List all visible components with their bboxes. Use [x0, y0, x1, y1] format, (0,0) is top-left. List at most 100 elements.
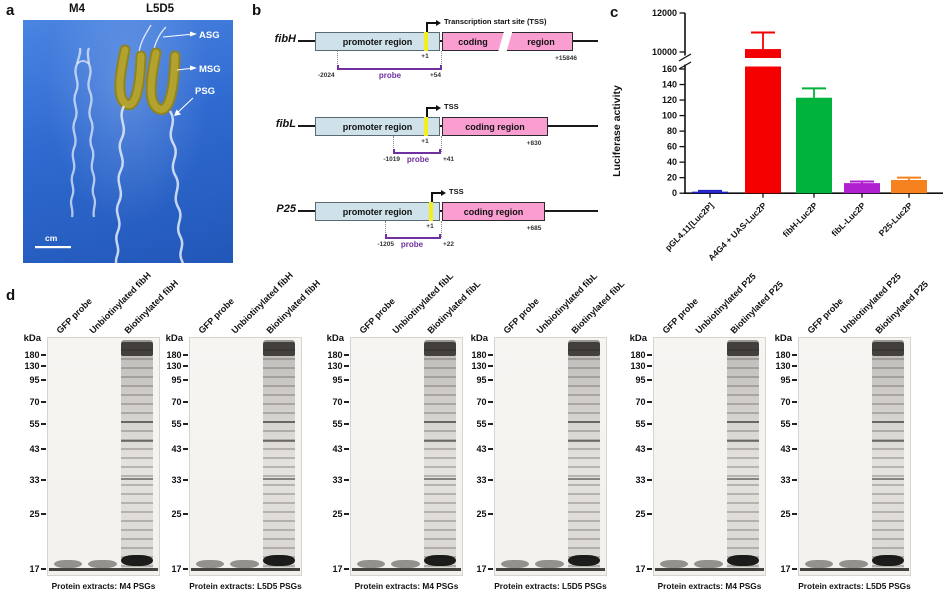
- gene-end-coordinate: +15846: [555, 55, 577, 62]
- gel-highmw-band: [121, 341, 154, 356]
- gel-highmw-band: [263, 341, 296, 356]
- kda-value: 55: [635, 419, 646, 429]
- coding-box-p25: coding region: [442, 202, 545, 221]
- gene-label-fibl: fibL: [275, 118, 296, 130]
- kda-tick-icon: [41, 365, 46, 367]
- gel-bottom-front: [191, 568, 300, 571]
- gene-label-p25: P25: [276, 203, 296, 215]
- gel-17kda-band: [263, 554, 296, 566]
- kda-marker: 33: [17, 475, 46, 485]
- tss-label-fibh: Transcription start site (TSS): [444, 17, 547, 26]
- kda-value: 25: [171, 509, 182, 519]
- gel-caption: Protein extracts: L5D5 PSGs: [798, 581, 911, 591]
- kda-value: 55: [29, 419, 40, 429]
- gel-band: [424, 420, 457, 424]
- kda-tick-icon: [344, 365, 349, 367]
- kda-value: 95: [171, 375, 182, 385]
- kda-marker: 25: [17, 509, 46, 519]
- gel-panel: GFP probe Unbiotinylated fibH Biotinylat…: [159, 270, 323, 601]
- kda-marker: 95: [320, 375, 349, 385]
- kda-tick-icon: [647, 448, 652, 450]
- bar-4: [891, 180, 927, 194]
- psg-tube-right: [168, 110, 185, 278]
- bar-2: [796, 97, 832, 194]
- probe-label: probe: [406, 155, 430, 164]
- tss-arrow-shaft: [426, 22, 437, 24]
- kda-value: 25: [780, 509, 791, 519]
- panel-letter-b: b: [252, 2, 262, 19]
- kda-tick-icon: [488, 423, 493, 425]
- kda-tick-icon: [183, 365, 188, 367]
- probe-line-fibl: [393, 148, 441, 155]
- asg-leader-line: [162, 33, 195, 38]
- tss-arrow-stem: [426, 108, 428, 117]
- gel-caption: Protein extracts: L5D5 PSGs: [494, 581, 607, 591]
- psg-leader-line: [175, 97, 194, 115]
- kda-tick-icon: [792, 479, 797, 481]
- kda-marker: 70: [768, 397, 797, 407]
- kda-marker: 180: [320, 350, 349, 360]
- kda-tick-icon: [488, 448, 493, 450]
- kda-value: 130: [630, 361, 646, 371]
- gel-17kda-band: [356, 559, 386, 568]
- kda-tick-icon: [792, 448, 797, 450]
- kda-value: 43: [29, 444, 40, 454]
- probe-label: probe: [400, 240, 424, 249]
- gel-panel: GFP probe Unbiotinylated P25 Biotinylate…: [623, 271, 786, 601]
- gel-lane3-smear: [727, 340, 760, 571]
- gel-lane3-smear: [424, 340, 457, 571]
- kda-tick-icon: [647, 379, 652, 381]
- gel-image: [653, 337, 766, 576]
- bar-0: [692, 191, 728, 194]
- gel-17kda-band: [693, 559, 723, 568]
- kda-value: 25: [29, 509, 40, 519]
- kda-value: 25: [332, 509, 343, 519]
- promoter-box-fibh: promoter region: [315, 32, 440, 51]
- kda-tick-icon: [41, 401, 46, 403]
- kda-marker: 43: [320, 444, 349, 454]
- kda-marker: 95: [159, 375, 188, 385]
- gel-band: [121, 420, 154, 424]
- probe-dotted-line: [441, 136, 442, 152]
- y-tick-label: 12000: [652, 8, 677, 18]
- kda-marker: 25: [159, 509, 188, 519]
- kda-marker: 25: [320, 509, 349, 519]
- gel-17kda-band: [838, 559, 868, 568]
- tss-label-p25: TSS: [449, 187, 464, 196]
- probe-dotted-line: [337, 51, 338, 68]
- kda-header: kDa: [23, 333, 41, 344]
- kda-value: 17: [29, 564, 40, 574]
- kda-header: kDa: [774, 333, 792, 344]
- y-tick-label: 0: [672, 188, 677, 198]
- plus-one-label: +1: [421, 138, 429, 145]
- kda-tick-icon: [488, 365, 493, 367]
- gel-17kda-band: [424, 554, 457, 566]
- kda-value: 17: [332, 564, 343, 574]
- kda-tick-icon: [41, 448, 46, 450]
- kda-value: 33: [635, 475, 646, 485]
- gel-bottom-front: [496, 568, 605, 571]
- scale-bar: [35, 246, 71, 249]
- kda-tick-icon: [488, 513, 493, 515]
- coding-box-fibh: coding region: [442, 29, 573, 56]
- plus-one-label: +1: [421, 53, 429, 60]
- gel-band: [568, 439, 601, 443]
- psg-label: PSG: [195, 86, 215, 97]
- gel-17kda-band: [659, 559, 689, 568]
- gel-image: [189, 337, 302, 576]
- kda-value: 55: [332, 419, 343, 429]
- kda-value: 95: [476, 375, 487, 385]
- probe-line-p25: [385, 233, 441, 240]
- gel-panel: GFP probe Unbiotinylated fibL Biotinylat…: [320, 271, 483, 601]
- kda-tick-icon: [41, 379, 46, 381]
- probe-line-fibh: [337, 64, 442, 71]
- kda-marker: 25: [623, 509, 652, 519]
- gel-panel: GFP probe Unbiotinylated fibL Biotinylat…: [464, 271, 627, 601]
- kda-marker: 55: [768, 419, 797, 429]
- promoter-label: promoter region: [342, 121, 413, 132]
- kda-marker: 130: [17, 361, 46, 371]
- tss-arrowhead-icon: [441, 189, 446, 196]
- kda-tick-icon: [647, 479, 652, 481]
- kda-marker: 43: [159, 444, 188, 454]
- tss-marker-icon: [424, 117, 428, 136]
